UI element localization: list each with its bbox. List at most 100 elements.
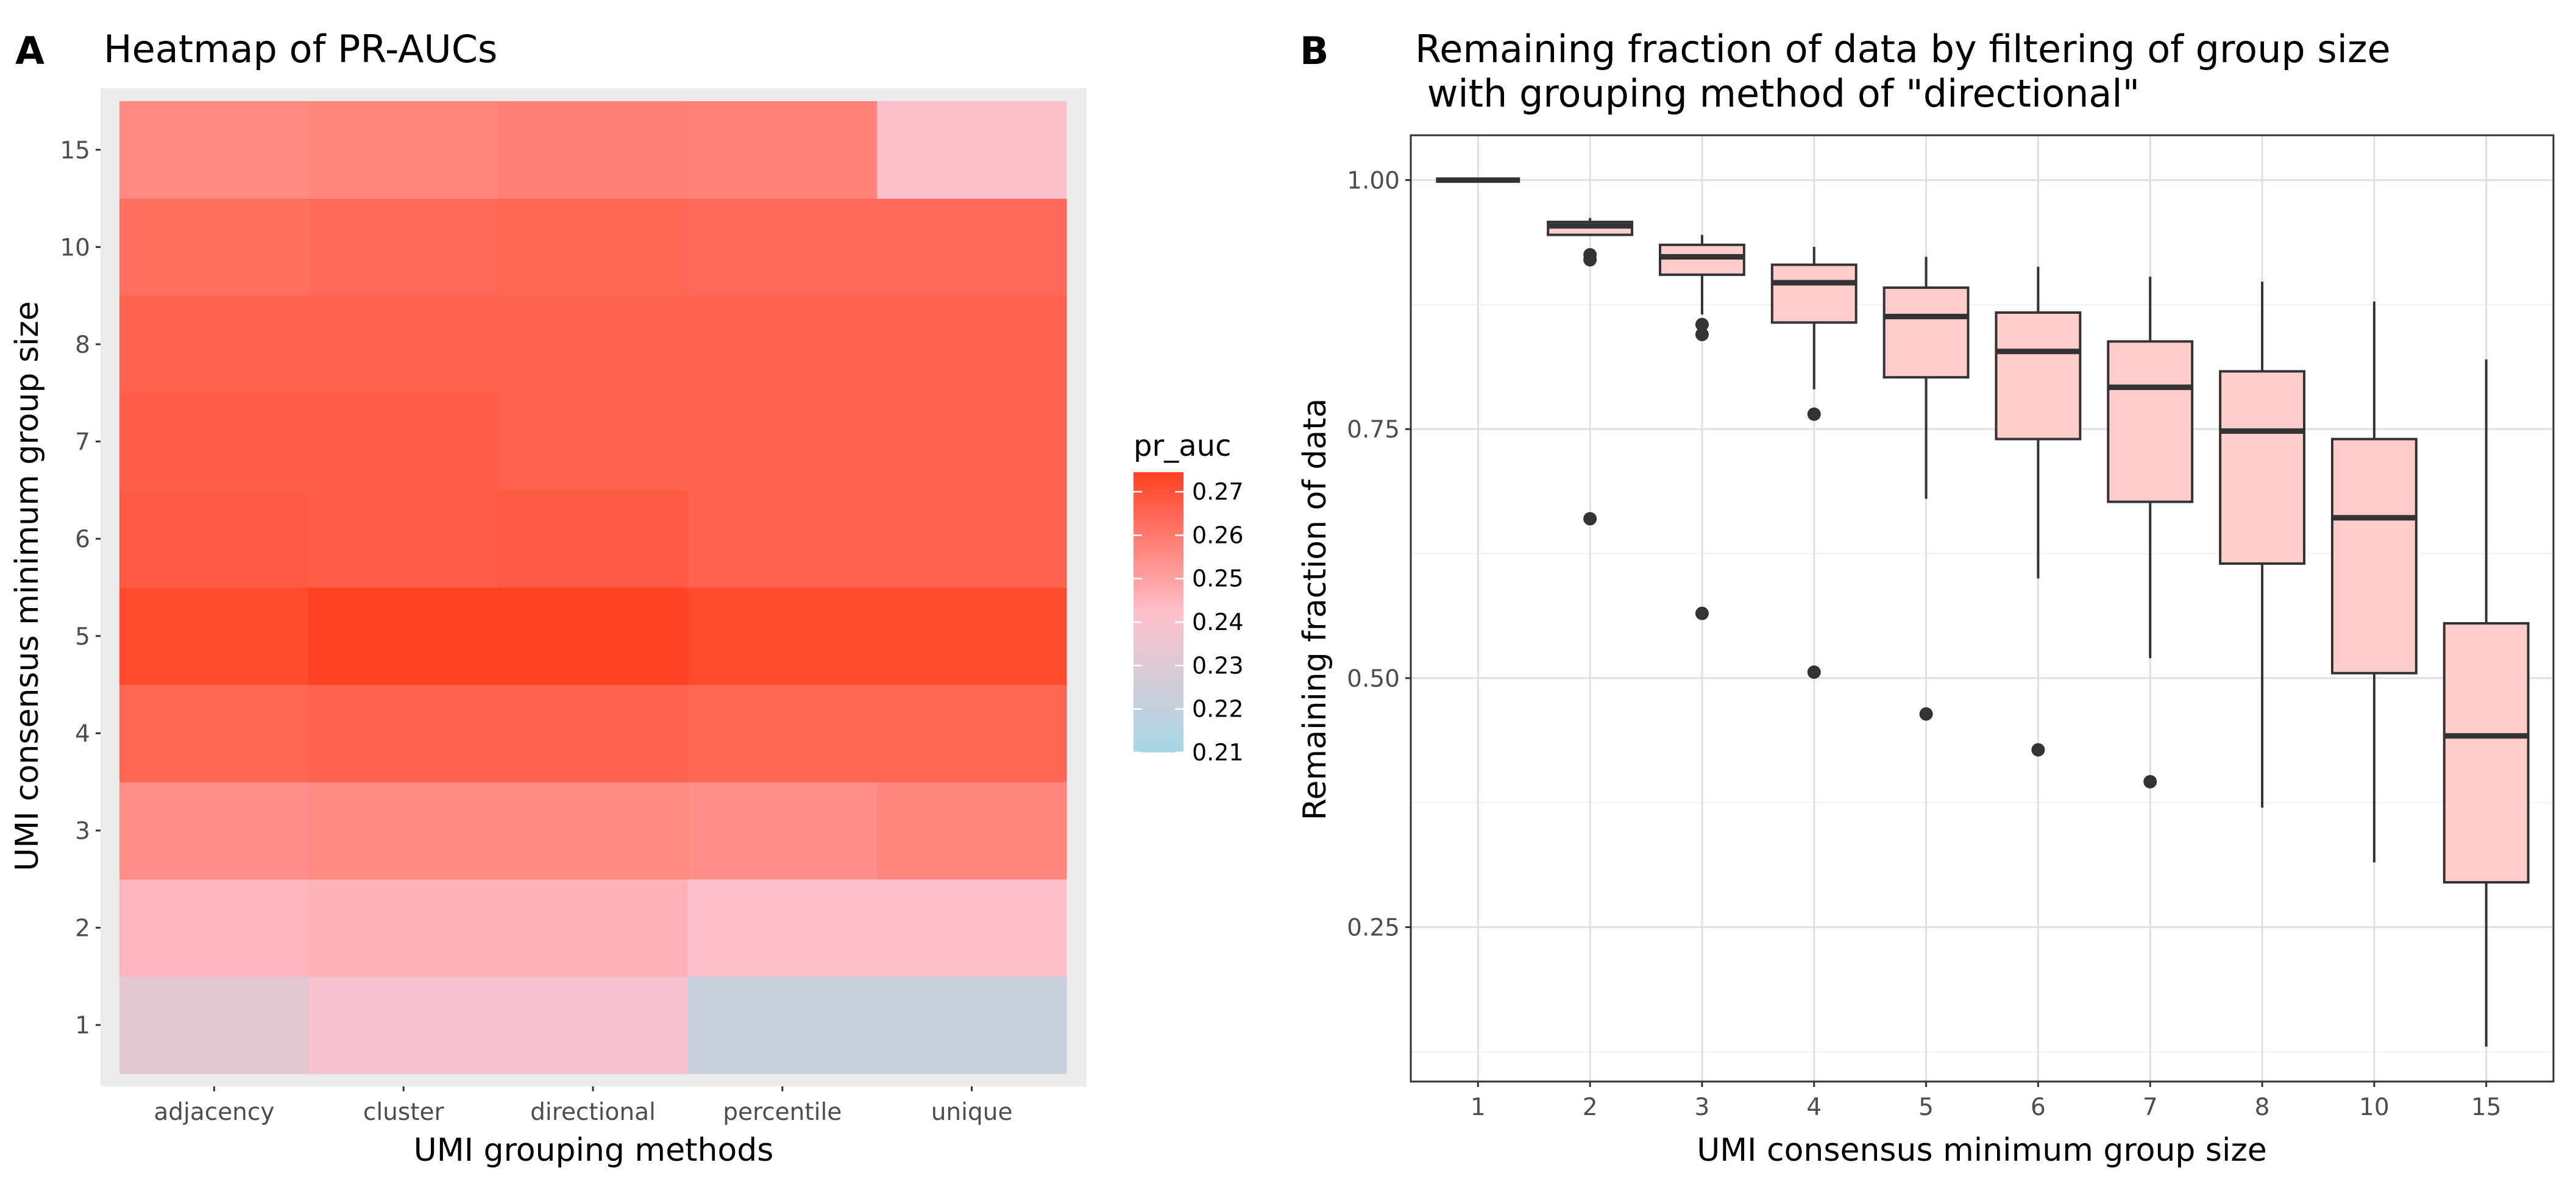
boxplot-outlier	[1583, 253, 1597, 267]
heatmap-cell	[308, 587, 499, 685]
heatmap-cell	[308, 490, 499, 588]
heatmap-cell	[498, 782, 688, 880]
boxplot-box-group	[2443, 359, 2530, 1047]
heatmap-cell	[308, 879, 499, 977]
heatmap-cell	[119, 101, 310, 199]
heatmap-y-tick-label: 8	[75, 331, 90, 359]
boxplot-x-tick-label: 1	[1471, 1094, 1486, 1121]
boxplot-boxes	[1436, 177, 2530, 1047]
boxplot-panel-border	[1410, 134, 2555, 1083]
boxplot-box-group	[2330, 302, 2418, 863]
heatmap-cell	[308, 976, 499, 1074]
boxplot-outlier	[1695, 327, 1709, 341]
boxplot-box-group	[1659, 235, 1745, 620]
boxplot-box	[1995, 311, 2082, 441]
heatmap-y-tick-label: 5	[75, 623, 90, 651]
boxplot-outlier	[1807, 665, 1821, 679]
legend-tick-label: 0.26	[1192, 522, 1244, 548]
heatmap-cell	[877, 490, 1067, 588]
heatmap-cell	[308, 782, 499, 880]
boxplot-outlier	[1583, 512, 1597, 526]
heatmap-cell	[498, 392, 688, 490]
heatmap-y-tick-label: 1	[75, 1012, 90, 1039]
boxplot-box	[2219, 370, 2305, 565]
heatmap-cell	[498, 587, 688, 685]
heatmap-cell	[877, 684, 1067, 782]
boxplot-box	[1882, 286, 1970, 379]
heatmap-cell	[687, 587, 878, 685]
heatmap-cell	[308, 198, 499, 296]
heatmap-cell	[498, 879, 688, 977]
boxplot-y-tick-label: 1.00	[1347, 168, 1400, 195]
heatmap-cell	[498, 296, 688, 394]
legend-tick-label: 0.22	[1192, 696, 1244, 723]
legend-colorbar	[1134, 472, 1183, 752]
boxplot-y-axis-title: Remaining fraction of data	[1297, 398, 1333, 821]
boxplot-outlier	[1695, 606, 1709, 620]
heatmap-y-tick-label: 6	[75, 526, 90, 553]
boxplot-x-tick-label: 5	[1918, 1094, 1934, 1121]
boxplot-x-tick-label: 8	[2255, 1094, 2270, 1121]
heatmap-cell	[877, 392, 1067, 490]
boxplot-outlier	[2031, 743, 2045, 757]
heatmap-cell	[687, 198, 878, 296]
boxplot-x-tick-label: 2	[1583, 1094, 1598, 1121]
heatmap-cell	[687, 296, 878, 394]
heatmap-cell	[877, 879, 1067, 977]
boxplot-box	[2330, 437, 2418, 675]
heatmap-cell	[498, 101, 688, 199]
heatmap-cell	[308, 684, 499, 782]
heatmap-x-tick-label: adjacency	[154, 1099, 274, 1126]
heatmap-cell	[687, 976, 878, 1074]
heatmap-cells	[119, 101, 1067, 1074]
heatmap-cell	[308, 101, 499, 199]
heatmap-cell	[687, 490, 878, 588]
boxplot-y-tick-label: 0.25	[1347, 915, 1400, 942]
heatmap-cell	[687, 879, 878, 977]
legend-tick-label: 0.27	[1192, 478, 1244, 505]
heatmap-x-tick-label: directional	[530, 1099, 656, 1126]
boxplot-box-group	[1547, 218, 1634, 526]
panel-a-letter: A	[15, 29, 44, 73]
boxplot-x-axis-title: UMI consensus minimum group size	[1697, 1132, 2267, 1169]
boxplot-box	[1659, 243, 1745, 276]
heatmap-cell	[119, 879, 310, 977]
boxplot-x-axis: 1 2 3 4 5 6 7 8 10 15	[1471, 1082, 2502, 1121]
heatmap-cell	[308, 296, 499, 394]
heatmap-cell	[119, 684, 310, 782]
heatmap-cell	[119, 198, 310, 296]
heatmap-cell	[498, 490, 688, 588]
heatmap-y-tick-label: 3	[75, 818, 90, 845]
boxplot-x-tick-label: 3	[1695, 1094, 1710, 1121]
heatmap-cell	[498, 684, 688, 782]
heatmap-cell	[119, 587, 310, 685]
heatmap-y-tick-label: 2	[75, 915, 90, 943]
heatmap-cell	[687, 684, 878, 782]
boxplot-box	[1770, 263, 1857, 324]
heatmap-cell	[877, 587, 1067, 685]
boxplot-outlier	[2143, 774, 2157, 788]
boxplot-box	[2107, 340, 2194, 503]
boxplot-box-group	[1995, 266, 2082, 757]
heatmap-cell	[498, 198, 688, 296]
boxplot-outlier	[1807, 407, 1821, 421]
boxplot-x-tick-label: 6	[2031, 1094, 2046, 1121]
legend-title: pr_auc	[1134, 429, 1231, 463]
boxplot-x-tick-label: 7	[2143, 1094, 2158, 1121]
boxplot-y-tick-label: 0.50	[1347, 665, 1400, 693]
heatmap-x-tick-label: cluster	[363, 1099, 445, 1126]
boxplot-title-line-1: Remaining fraction of data by filtering …	[1415, 27, 2391, 71]
legend-tick-label: 0.21	[1192, 739, 1244, 766]
heatmap-x-tick-label: unique	[931, 1099, 1013, 1126]
heatmap-title: Heatmap of PR-AUCs	[104, 27, 497, 71]
boxplot-outlier	[1695, 317, 1709, 331]
heatmap-cell	[687, 782, 878, 880]
panel-b: B Remaining fraction of data by filterin…	[1297, 27, 2555, 1169]
heatmap-cell	[687, 101, 878, 199]
heatmap-y-tick-label: 10	[60, 234, 90, 261]
panel-b-letter: B	[1300, 29, 1329, 73]
heatmap-cell	[119, 976, 310, 1074]
boxplot-box-group	[1770, 247, 1857, 679]
boxplot-x-tick-label: 4	[1806, 1094, 1822, 1121]
